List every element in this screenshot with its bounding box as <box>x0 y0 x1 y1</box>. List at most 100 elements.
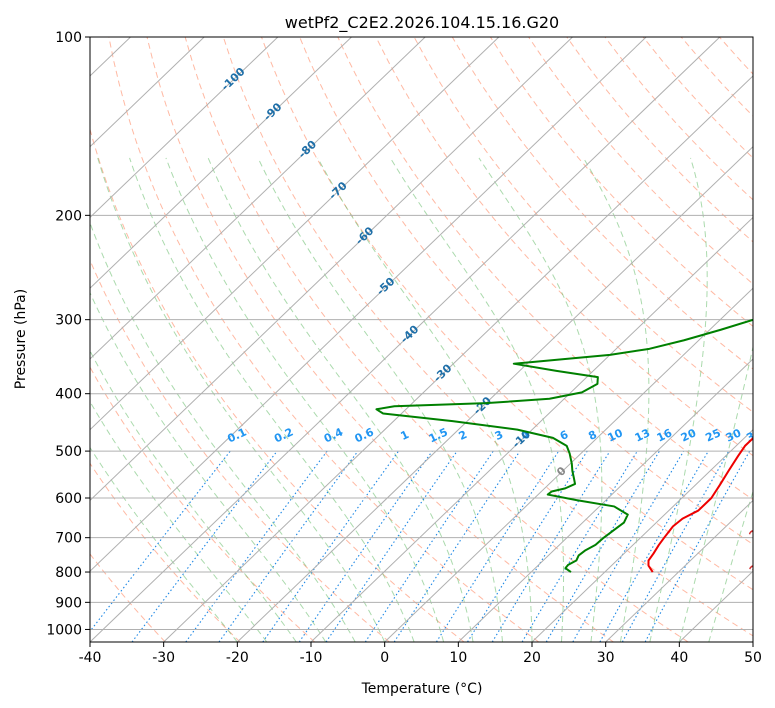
y-tick-label: 300 <box>55 313 82 329</box>
mixing-ratio-label: 1.5 <box>427 425 450 445</box>
dry-adiabat-line <box>90 259 390 642</box>
moist-adiabat-line <box>478 157 603 642</box>
mixing-ratio-label: 25 <box>703 426 722 444</box>
dry-adiabat-line <box>718 37 753 75</box>
isotherm-label: -100 <box>219 65 248 94</box>
dry-adiabat-line <box>222 37 753 637</box>
y-tick-label: 200 <box>55 208 82 224</box>
y-tick-label: 700 <box>55 531 82 547</box>
dry-adiabat-label: 20 <box>747 521 767 541</box>
mixing-ratio-line <box>393 450 521 642</box>
isotherm-line <box>90 37 573 502</box>
mixing-ratio-line <box>325 450 458 642</box>
x-tick-label: 40 <box>670 650 688 666</box>
isopleth-labels: 0.1 0.2 0.4 0.6 1 1.5 2 3 4 6 8 10 13 16 20 25 30 36-100-… <box>219 65 775 604</box>
mixing-ratio-line <box>644 450 751 642</box>
mixing-ratio-label: 1 <box>399 428 411 443</box>
isotherm-line <box>163 75 753 642</box>
dry-adiabat-line <box>90 127 465 642</box>
mixing-ratio-line <box>435 450 560 642</box>
moist-adiabat-line <box>257 157 504 642</box>
dry-adiabat-line <box>108 37 540 642</box>
dry-adiabat-line <box>413 37 753 413</box>
plot-frame <box>89 36 754 643</box>
y-tick-label: 800 <box>55 565 82 581</box>
mixing-ratio-label: 13 <box>633 426 652 444</box>
y-axis-label: Pressure (hPa) <box>13 289 29 389</box>
dry-adiabat-line <box>184 37 689 642</box>
mixing-ratio-label: 2 <box>457 428 469 443</box>
moist-adiabat-line <box>583 157 650 642</box>
mixing-ratio-line <box>298 450 433 642</box>
moist-adiabat-line <box>389 157 565 642</box>
mixing-ratio-line <box>218 450 359 642</box>
moist-adiabat-line <box>165 157 445 642</box>
moist-adiabat-line <box>90 291 327 642</box>
dry-adiabat-line <box>566 37 753 243</box>
dry-adiabat-label: 30 <box>747 557 767 577</box>
mixing-ratio-label: 6 <box>558 428 571 443</box>
x-tick-label: 0 <box>380 650 389 666</box>
mixing-ratio-label: 16 <box>655 426 675 444</box>
x-axis-label: Temperature (°C) <box>361 681 483 697</box>
dry-adiabats <box>90 37 753 642</box>
mixing-ratio-label: 20 <box>679 426 699 444</box>
isotherm-line <box>90 37 647 572</box>
mixing-ratio-label: 36 <box>744 426 764 444</box>
moist-adiabats <box>90 157 753 642</box>
sounding-series <box>375 318 753 573</box>
y-tick-label: 400 <box>55 387 82 403</box>
dry-adiabat-line <box>451 37 753 370</box>
x-tick-label: -10 <box>300 650 323 666</box>
isotherm-line <box>90 37 426 360</box>
moist-adiabat-line <box>649 157 708 642</box>
isotherm-line <box>384 287 753 642</box>
isotherm-line <box>90 37 279 219</box>
dry-adiabat-line <box>146 37 614 642</box>
moist-adiabat-line <box>678 344 753 642</box>
dry-adiabat-line <box>528 37 753 285</box>
temperature-profile-line <box>647 436 753 573</box>
isotherm-line <box>90 37 721 642</box>
isotherm-line <box>605 499 753 642</box>
isotherm-line <box>90 37 205 148</box>
mixing-ratio-line <box>467 450 588 642</box>
dry-adiabat-line <box>90 366 316 642</box>
moist-adiabat-line <box>207 157 474 642</box>
dry-adiabat-line <box>337 37 753 501</box>
isotherm-line <box>90 37 352 289</box>
mixing-ratio-line <box>262 450 399 642</box>
isotherm-line <box>236 145 753 642</box>
dry-adiabat-label: 40 <box>762 584 775 604</box>
y-tick-label: 100 <box>55 30 82 46</box>
dry-adiabat-label: 10 <box>750 483 770 503</box>
isotherm-line <box>752 641 753 642</box>
isotherm-line <box>457 358 753 642</box>
mixing-ratio-label: 0.6 <box>353 425 376 445</box>
pressure-gridlines <box>90 37 753 630</box>
mixing-ratio-label: 10 <box>606 426 626 444</box>
dry-adiabat-line <box>90 462 241 642</box>
x-tick-label: 30 <box>597 650 615 666</box>
x-tick-label: 10 <box>449 650 467 666</box>
x-tick-label: 50 <box>744 650 762 666</box>
mixing-ratio-label: 0.4 <box>322 425 345 445</box>
x-tick-label: -20 <box>226 650 249 666</box>
mixing-ratio-label: 0.1 <box>225 425 248 445</box>
isotherm-line <box>678 570 753 642</box>
mixing-ratio-line <box>90 450 231 633</box>
mixing-ratio-line <box>599 450 709 642</box>
chart-title: wetPf2_C2E2.2026.104.15.16.G20 <box>285 13 559 33</box>
isotherm-line <box>310 216 753 642</box>
mixing-ratio-line <box>621 450 730 642</box>
dry-adiabat-line <box>489 37 753 327</box>
mixing-ratio-label: 0.2 <box>272 425 295 445</box>
x-tick-label: -30 <box>152 650 175 666</box>
isotherm-line <box>90 37 500 431</box>
mixing-ratio-line <box>364 450 494 642</box>
mixing-ratio-line <box>521 450 638 642</box>
mixing-ratio-line <box>572 450 685 642</box>
y-tick-label: 1000 <box>46 622 82 638</box>
moist-adiabat-line <box>317 157 533 642</box>
